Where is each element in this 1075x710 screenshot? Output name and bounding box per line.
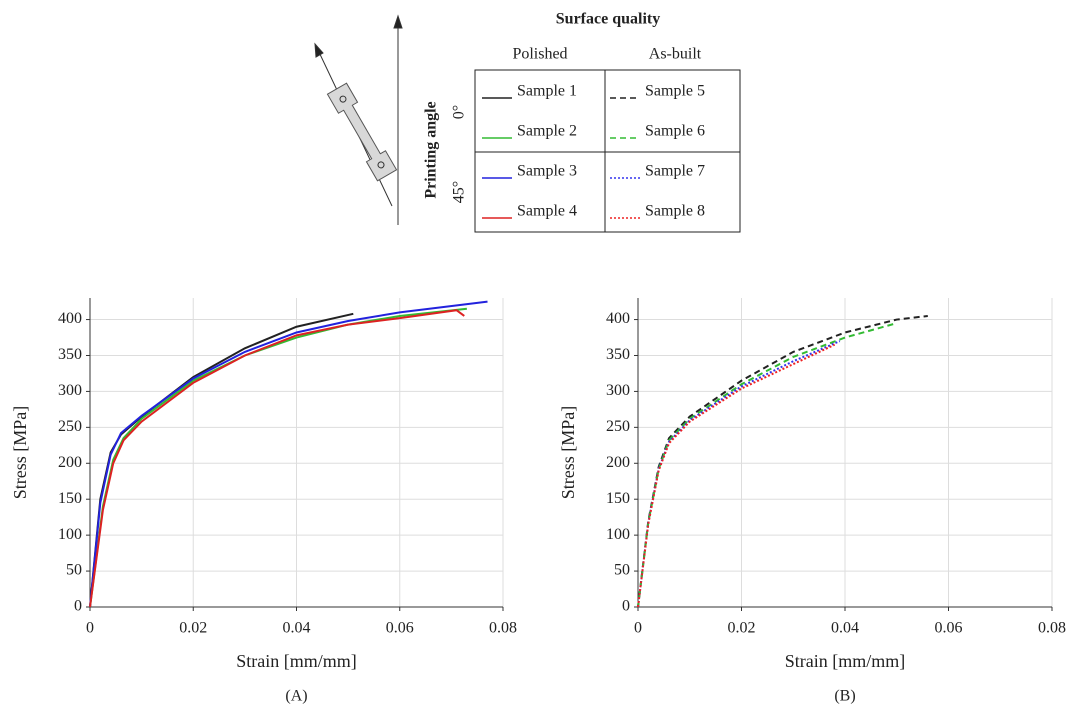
legend-label: Sample 7 (645, 163, 705, 180)
legend-row-label: Printing angle (423, 101, 440, 198)
legend-label: Sample 4 (517, 203, 577, 220)
y-tick-label: 100 (58, 526, 82, 543)
y-tick-label: 200 (606, 454, 630, 471)
caption: (A) (285, 688, 307, 705)
legend-label: Sample 3 (517, 163, 577, 180)
series-line (637, 314, 928, 608)
y-tick-label: 200 (58, 454, 82, 471)
y-axis-label: Stress [MPa] (558, 406, 578, 500)
series-line (89, 307, 467, 608)
x-tick-label: 0.06 (935, 620, 963, 637)
series-line (637, 343, 836, 608)
legend-column: Polished (512, 46, 567, 63)
x-tick-label: 0.08 (1038, 620, 1066, 637)
y-tick-label: 50 (614, 562, 630, 579)
x-axis-label: Strain [mm/mm] (785, 651, 906, 671)
y-tick-label: 250 (58, 418, 82, 435)
x-axis-label: Strain [mm/mm] (236, 651, 357, 671)
x-tick-label: 0.02 (179, 620, 207, 637)
y-tick-label: 350 (58, 346, 82, 363)
y-tick-label: 0 (74, 598, 82, 615)
caption: (B) (834, 688, 855, 705)
y-axis-label: Stress [MPa] (10, 406, 30, 500)
y-tick-label: 300 (606, 382, 630, 399)
y-tick-label: 150 (606, 490, 630, 507)
y-tick-label: 400 (58, 310, 82, 327)
y-tick-label: 150 (58, 490, 82, 507)
y-tick-label: 350 (606, 346, 630, 363)
y-tick-label: 400 (606, 310, 630, 327)
y-tick-label: 50 (66, 562, 82, 579)
series-line (89, 300, 488, 608)
y-tick-label: 250 (606, 418, 630, 435)
legend-label: Sample 6 (645, 123, 705, 140)
y-tick-label: 300 (58, 382, 82, 399)
x-tick-label: 0.06 (386, 620, 414, 637)
series-line (89, 309, 465, 608)
series-line (637, 322, 898, 608)
series-line (89, 312, 354, 608)
specimen-icon (314, 14, 403, 225)
legend-table (474, 69, 741, 233)
x-tick-label: 0.04 (831, 620, 859, 637)
x-tick-label: 0.02 (728, 620, 756, 637)
x-tick-label: 0 (634, 620, 642, 637)
x-tick-label: 0 (86, 620, 94, 637)
legend-label: Sample 8 (645, 203, 705, 220)
legend-label: Sample 5 (645, 83, 705, 100)
x-tick-label: 0.04 (283, 620, 311, 637)
legend-column: As-built (649, 46, 702, 63)
legend-label: Sample 2 (517, 123, 577, 140)
legend-row: 0° (451, 105, 468, 119)
legend-label: Sample 1 (517, 83, 577, 100)
y-tick-label: 0 (622, 598, 630, 615)
x-tick-label: 0.08 (489, 620, 517, 637)
series-line (637, 340, 841, 608)
legend-row: 45° (451, 181, 468, 203)
y-tick-label: 100 (606, 526, 630, 543)
legend-title: Surface quality (556, 11, 660, 28)
